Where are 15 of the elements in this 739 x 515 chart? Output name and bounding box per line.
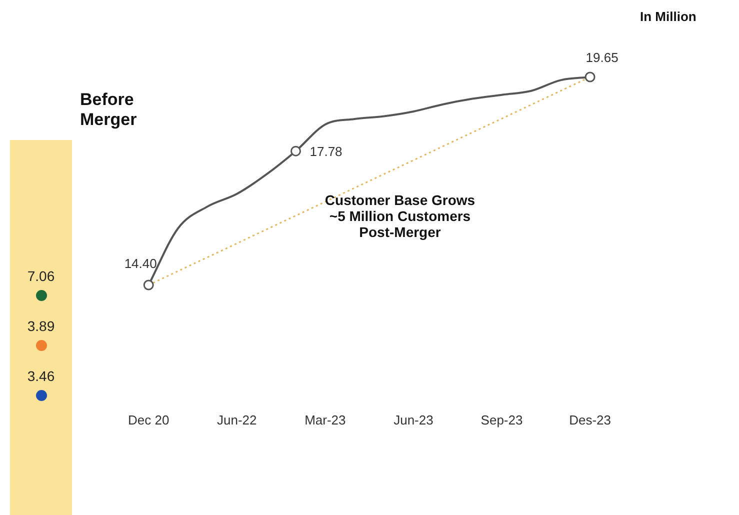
annotation: Customer Base Grows ~5 Million Customers Post-Merger (324, 192, 476, 240)
text: 3.46 (26, 368, 56, 384)
x-tick-label: Des-23 (569, 412, 612, 428)
x-tick-label: Jun-22 (217, 412, 257, 428)
data-label: 17.78 (310, 144, 342, 160)
annotation: Before Merger (80, 90, 138, 130)
data-label: 19.65 (586, 50, 618, 66)
data-label: 14.40 (124, 256, 157, 272)
text: In Million (640, 9, 696, 24)
x-tick-label: Jun-23 (394, 412, 434, 428)
text: 7.06 (26, 268, 56, 284)
x-tick-label: Mar-23 (304, 412, 346, 428)
x-tick-label: Dec 20 (128, 412, 170, 428)
text: 3.89 (26, 318, 56, 334)
x-tick-label: Sep-23 (480, 412, 523, 428)
